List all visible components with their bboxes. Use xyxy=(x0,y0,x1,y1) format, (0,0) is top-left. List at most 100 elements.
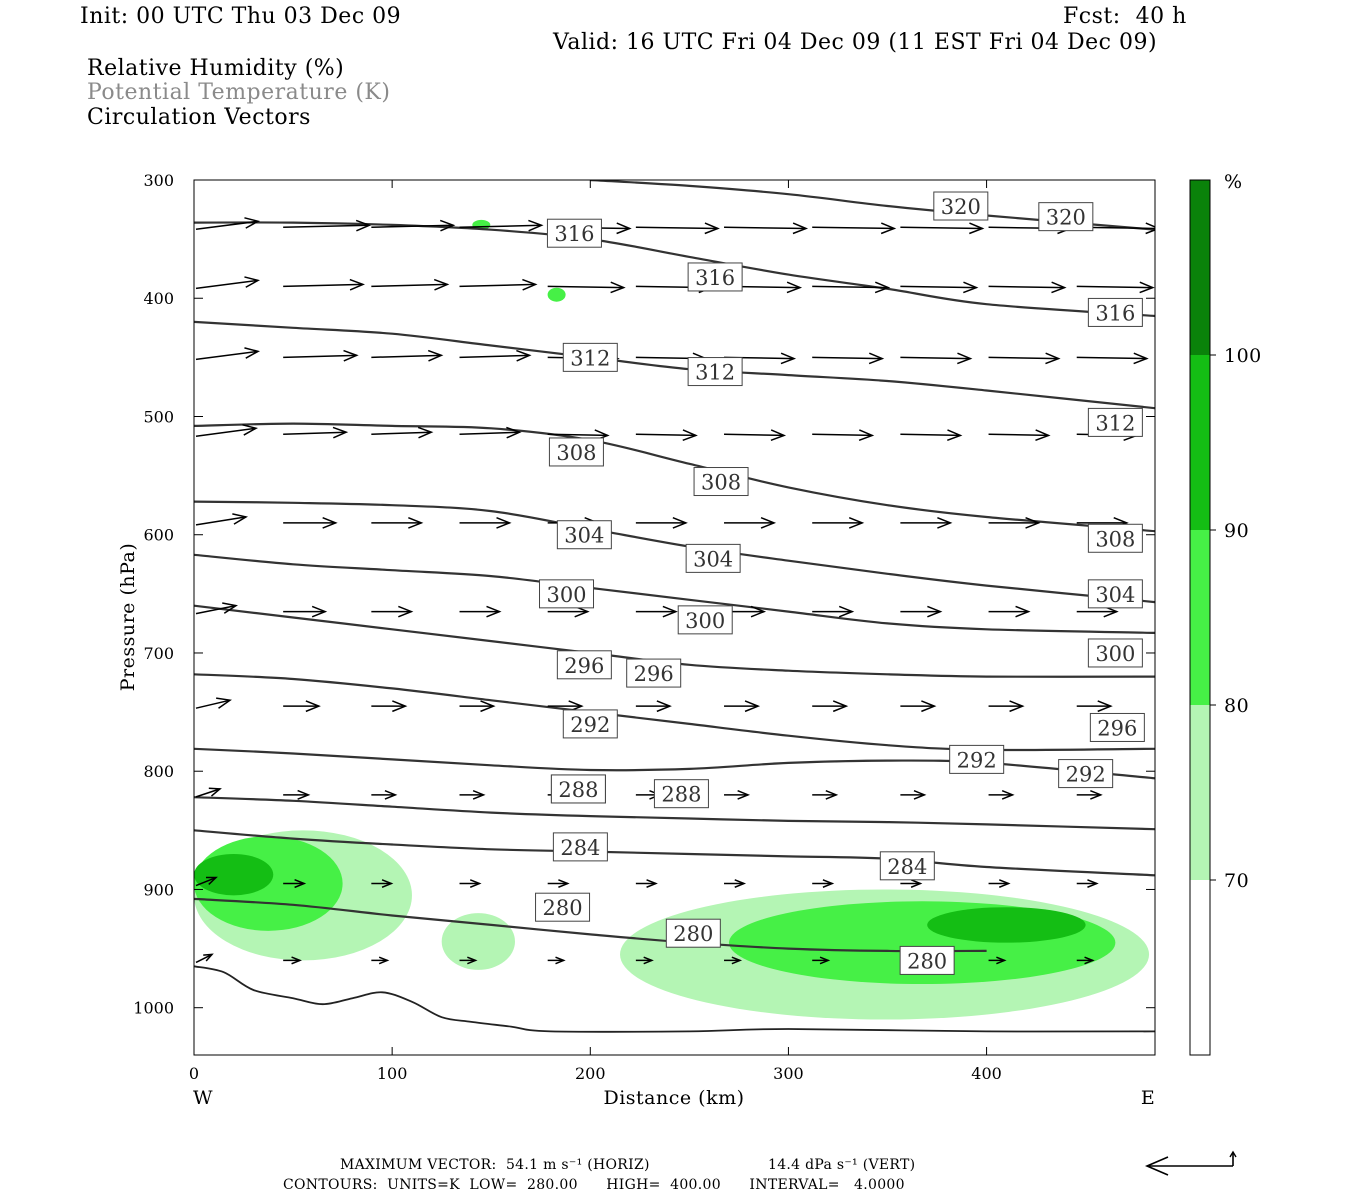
contour-label-292: 292 xyxy=(562,709,618,739)
vector-head xyxy=(616,222,632,235)
vector-head xyxy=(737,790,751,800)
vector-arrow xyxy=(283,789,311,800)
vector-head xyxy=(408,517,424,529)
contour-label-text: 292 xyxy=(570,713,610,737)
vector-arrow xyxy=(371,426,434,439)
vector-head xyxy=(927,605,943,618)
contour-label-288: 288 xyxy=(550,774,606,804)
terrain-line xyxy=(194,965,1155,1033)
vector-arrow xyxy=(283,219,372,232)
contour-label-box xyxy=(879,851,935,881)
contour-label-box xyxy=(1087,297,1143,327)
vector-head xyxy=(1051,281,1067,294)
vector-shaft xyxy=(195,604,237,615)
contour-label-300: 300 xyxy=(677,605,733,635)
contour-label-text: 288 xyxy=(558,778,598,802)
y-tick-label: 500 xyxy=(143,407,174,426)
vector-arrow xyxy=(459,517,512,529)
contour-label-text: 280 xyxy=(673,922,713,946)
contour-label-box xyxy=(653,779,709,809)
vector-head xyxy=(528,219,544,232)
vector-arrow xyxy=(988,605,1031,618)
vector-head xyxy=(558,879,570,888)
vector-arrow xyxy=(900,281,979,294)
contour-label-box xyxy=(539,579,595,609)
contour-label-292: 292 xyxy=(949,744,1005,774)
vector-head xyxy=(322,517,338,529)
contour-label-box xyxy=(687,262,743,292)
rh-patch xyxy=(547,287,566,302)
contour-label-box xyxy=(1087,579,1143,609)
vector-arrow xyxy=(812,700,849,713)
vector-arrow xyxy=(988,352,1061,365)
colorbar-tick-label: 80 xyxy=(1224,695,1249,717)
vector-shaft xyxy=(900,226,983,230)
contour-label-284: 284 xyxy=(879,851,935,881)
contour-label-300: 300 xyxy=(539,579,595,609)
contour-label-304: 304 xyxy=(685,543,741,573)
vector-shaft xyxy=(988,285,1065,289)
contour-label-box xyxy=(949,744,1005,774)
contour-label-text: 312 xyxy=(695,361,735,385)
vector-shaft xyxy=(547,285,624,289)
vector-arrow xyxy=(371,349,444,362)
x-axis-east-label: E xyxy=(1141,1087,1155,1109)
contour-label-text: 296 xyxy=(1097,716,1137,740)
vector-shaft xyxy=(371,283,448,288)
colorbar: % 100 90 80 70 xyxy=(1189,171,1262,1056)
vector-head xyxy=(1001,790,1015,800)
contour-label-box xyxy=(1089,712,1145,742)
y-tick-label: 800 xyxy=(143,762,174,781)
vector-shaft xyxy=(900,285,977,289)
vector-head xyxy=(1097,700,1113,713)
contour-label-text: 312 xyxy=(1095,411,1135,435)
reference-vector-vertical-head xyxy=(1229,1150,1237,1158)
contour-label-box xyxy=(933,191,989,221)
y-tick-label: 700 xyxy=(143,644,174,663)
colorbar-tick-label: 100 xyxy=(1224,345,1262,367)
contour-label-316: 316 xyxy=(687,262,743,292)
vector-arrow xyxy=(459,605,502,618)
vector-head xyxy=(819,956,831,965)
x-axis-label: Distance (km) xyxy=(603,1087,744,1109)
x-tick-label: 200 xyxy=(575,1064,606,1083)
vector-arrow xyxy=(371,605,414,618)
colorbar-segment xyxy=(1190,180,1210,355)
contour-label-text: 280 xyxy=(543,896,583,920)
contour-label-text: 316 xyxy=(554,222,594,246)
vector-head xyxy=(216,697,232,709)
theta-contour-316 xyxy=(194,320,1155,410)
vector-shaft xyxy=(459,431,520,435)
contour-label-box xyxy=(626,658,682,688)
y-axis-ticks: 300 400 500 600 700 800 900 1000 xyxy=(133,171,1155,1018)
vector-arrow xyxy=(195,787,222,798)
contour-label-320: 320 xyxy=(933,191,989,221)
vector-shaft xyxy=(812,285,889,289)
contour-label-text: 280 xyxy=(907,949,947,973)
vector-head xyxy=(610,281,626,294)
vector-arrow xyxy=(812,222,897,235)
vector-head xyxy=(1133,352,1149,365)
contour-label-text: 292 xyxy=(1066,763,1106,787)
max-vector-vertical: 14.4 dPa s⁻¹ (VERT) xyxy=(768,1157,916,1173)
theta-contour-320 xyxy=(194,221,1155,318)
contour-label-308: 308 xyxy=(693,467,749,497)
contour-label-280: 280 xyxy=(899,945,955,975)
vector-arrow xyxy=(459,956,478,965)
vector-arrow xyxy=(635,222,720,235)
circulation-vectors xyxy=(195,217,1155,965)
vector-head xyxy=(662,605,678,618)
vector-arrow xyxy=(1076,281,1155,294)
vector-head xyxy=(734,879,747,888)
vector-arrow xyxy=(812,429,875,442)
vector-arrow xyxy=(283,517,338,529)
init-time: Init: 00 UTC Thu 03 Dec 09 xyxy=(80,4,402,29)
rh-patch xyxy=(441,913,515,970)
vector-head xyxy=(672,517,688,529)
contour-label-text: 308 xyxy=(1095,527,1135,551)
vector-arrow xyxy=(371,278,450,291)
vector-head xyxy=(496,517,512,529)
vector-head xyxy=(643,956,654,965)
contour-label-296: 296 xyxy=(1089,712,1145,742)
reference-vector xyxy=(1144,1150,1237,1176)
